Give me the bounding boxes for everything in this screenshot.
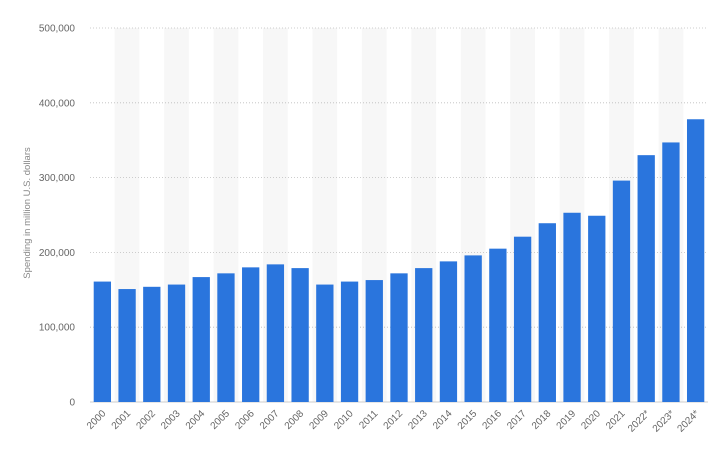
- bar: [365, 280, 383, 402]
- x-tick-label: 2007: [258, 408, 282, 432]
- x-tick-label: 2024*: [675, 408, 701, 434]
- x-tick-label: 2015: [456, 408, 480, 432]
- bar: [93, 281, 112, 402]
- x-tick-label: 2008: [283, 408, 307, 432]
- bar: [192, 277, 210, 402]
- x-tick-label: 2016: [480, 408, 504, 432]
- y-tick-label: 400,000: [39, 98, 76, 109]
- y-axis-ticks: 0 100,000 200,000 300,000 400,000 500,000: [39, 24, 76, 409]
- bar: [464, 255, 482, 402]
- bar: [662, 142, 680, 402]
- y-tick-label: 500,000: [39, 24, 76, 35]
- x-tick-label: 2010: [332, 408, 356, 432]
- bar: [563, 212, 581, 402]
- bar: [513, 236, 532, 402]
- bars: [93, 119, 705, 403]
- x-tick-label: 2003: [159, 408, 183, 432]
- x-tick-label: 2018: [530, 408, 554, 432]
- x-tick-label: 2019: [555, 408, 579, 432]
- x-tick-label: 2023*: [651, 408, 677, 434]
- bar: [266, 264, 285, 402]
- x-tick-label: 2000: [85, 408, 109, 432]
- bar: [637, 155, 655, 402]
- y-tick-label: 0: [69, 398, 75, 409]
- y-tick-label: 100,000: [39, 323, 76, 334]
- x-tick-label: 2014: [431, 408, 455, 432]
- x-tick-label: 2009: [307, 408, 331, 432]
- x-tick-label: 2013: [406, 408, 430, 432]
- bar: [167, 284, 186, 402]
- bar: [242, 267, 260, 402]
- y-tick-label: 200,000: [39, 248, 76, 259]
- x-tick-label: 2002: [134, 408, 158, 432]
- x-tick-label: 2006: [233, 408, 257, 432]
- x-tick-label: 2001: [110, 408, 134, 432]
- bar: [612, 180, 631, 402]
- bar: [217, 273, 235, 402]
- x-tick-label: 2017: [505, 408, 529, 432]
- bar: [538, 223, 556, 402]
- x-tick-label: 2020: [579, 408, 603, 432]
- bar: [340, 281, 359, 402]
- bar: [143, 286, 161, 402]
- bar: [316, 284, 334, 402]
- x-tick-label: 2004: [184, 408, 208, 432]
- bar: [118, 289, 136, 402]
- x-axis-ticks: 2000 2001 2002 2003 2004 2005 2006 2007 2008 2009…: [85, 408, 702, 435]
- bar: [489, 248, 507, 402]
- x-tick-label: 2021: [604, 408, 628, 432]
- bar: [291, 268, 309, 402]
- bar: [686, 119, 705, 403]
- x-tick-label: 2012: [382, 408, 406, 432]
- x-tick-label: 2005: [209, 408, 233, 432]
- bar: [588, 215, 606, 402]
- y-axis-title: Spending in million U.S. dollars: [22, 147, 33, 279]
- bar: [415, 268, 433, 402]
- bar: [439, 261, 458, 402]
- x-tick-label: 2022*: [626, 408, 652, 434]
- y-tick-label: 300,000: [39, 173, 76, 184]
- bar: [390, 273, 408, 402]
- x-tick-label: 2011: [357, 408, 380, 431]
